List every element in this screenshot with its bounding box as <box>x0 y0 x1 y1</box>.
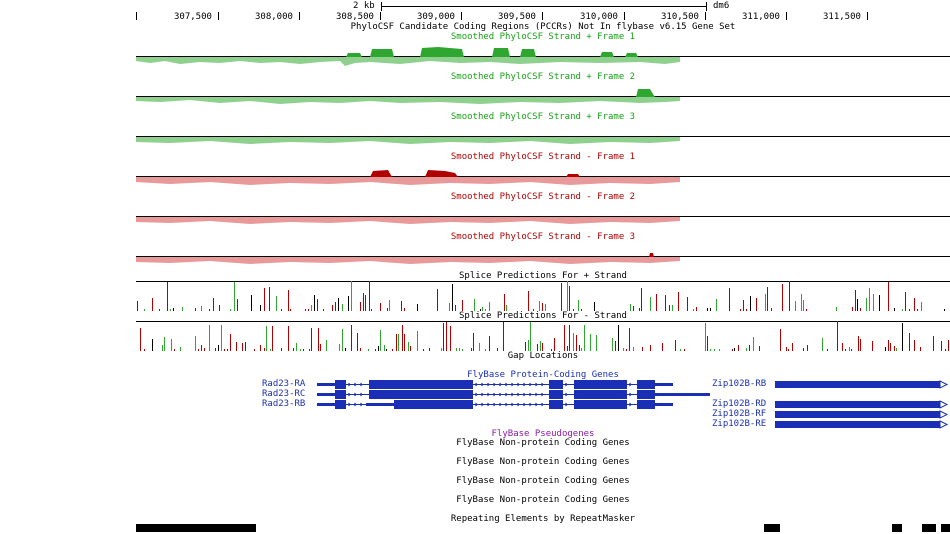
noncoding-title-2[interactable]: FlyBase Non-protein Coding Genes <box>456 457 630 467</box>
phylocsf-minus-frame1-title[interactable]: Smoothed PhyloCSF Strand - Frame 1 <box>450 152 636 162</box>
splice-minus-bars[interactable] <box>140 321 949 351</box>
gene-label-rad23-rc[interactable]: Rad23-RC <box>262 389 306 399</box>
repeatmasker-blocks[interactable] <box>136 524 950 532</box>
phylocsf-minus-frame2-title[interactable]: Smoothed PhyloCSF Strand - Frame 2 <box>450 192 636 202</box>
ruler-tick-label: 309,000 <box>417 12 455 22</box>
scale-label: 2 kb <box>353 1 375 11</box>
phylocsf-plus-frame2-title[interactable]: Smoothed PhyloCSF Strand + Frame 2 <box>450 72 636 82</box>
ruler-tick-label: 311,500 <box>823 12 861 22</box>
phylocsf-minus-frame1-wiggle[interactable] <box>136 170 680 185</box>
splice-plus-bars[interactable] <box>137 281 945 311</box>
gene-label-rad23-ra[interactable]: Rad23-RA <box>262 379 306 389</box>
splice-minus-title[interactable]: Splice Predictions For - Strand <box>459 311 627 321</box>
pseudogenes-title[interactable]: FlyBase Pseudogenes <box>491 429 595 439</box>
ruler-tick-label: 310,000 <box>580 12 618 22</box>
assembly-label: dm6 <box>713 1 730 11</box>
phylocsf-plus-frame1-title[interactable]: Smoothed PhyloCSF Strand + Frame 1 <box>450 32 636 42</box>
gene-model-zip102b-rd[interactable] <box>775 400 949 409</box>
noncoding-title-1[interactable]: FlyBase Non-protein Coding Genes <box>456 438 630 448</box>
ruler-tick-label: 311,000 <box>742 12 780 22</box>
ruler-tick-label: 310,500 <box>661 12 699 22</box>
gene-label-zip102b-rd[interactable]: Zip102B-RD <box>712 399 767 409</box>
noncoding-title-4[interactable]: FlyBase Non-protein Coding Genes <box>456 495 630 505</box>
phylocsf-plus-frame1-wiggle[interactable] <box>136 47 680 66</box>
phylocsf-baselines <box>136 56 950 257</box>
gene-model-zip102b-rf[interactable] <box>775 410 949 419</box>
gap-title[interactable]: Gap Locations <box>507 351 579 361</box>
pccr-track-title[interactable]: PhyloCSF Candidate Coding Regions (PCCRs… <box>350 22 736 32</box>
ruler-tick-label: 308,000 <box>255 12 293 22</box>
phylocsf-plus-frame3-title[interactable]: Smoothed PhyloCSF Strand + Frame 3 <box>450 112 636 122</box>
ruler-tick-label: 307,500 <box>174 12 212 22</box>
noncoding-title-3[interactable]: FlyBase Non-protein Coding Genes <box>456 476 630 486</box>
gene-model-zip102b-rb[interactable] <box>775 380 949 389</box>
splice-plus-title[interactable]: Splice Predictions For + Strand <box>459 271 627 281</box>
phylocsf-minus-frame3-wiggle[interactable] <box>136 253 680 264</box>
ruler-axis <box>136 2 868 20</box>
phylocsf-minus-frame2-wiggle[interactable] <box>136 217 680 224</box>
gene-label-rad23-rb[interactable]: Rad23-RB <box>262 399 306 409</box>
intron-arrows <box>348 382 632 407</box>
phylocsf-minus-frame3-title[interactable]: Smoothed PhyloCSF Strand - Frame 3 <box>450 232 636 242</box>
protein-coding-title[interactable]: FlyBase Protein-Coding Genes <box>467 370 619 380</box>
repeatmasker-title[interactable]: Repeating Elements by RepeatMasker <box>450 514 636 524</box>
gene-model-zip102b-re[interactable] <box>775 420 949 429</box>
phylocsf-plus-frame3-wiggle[interactable] <box>136 137 680 144</box>
ruler-tick-label: 309,500 <box>498 12 536 22</box>
phylocsf-plus-frame2-wiggle[interactable] <box>136 89 680 104</box>
gene-label-zip102b-rf[interactable]: Zip102B-RF <box>712 409 767 419</box>
gene-label-zip102b-re[interactable]: Zip102B-RE <box>712 419 767 429</box>
gene-label-zip102b-rb[interactable]: Zip102B-RB <box>712 379 767 389</box>
ruler-tick-label: 308,500 <box>336 12 374 22</box>
